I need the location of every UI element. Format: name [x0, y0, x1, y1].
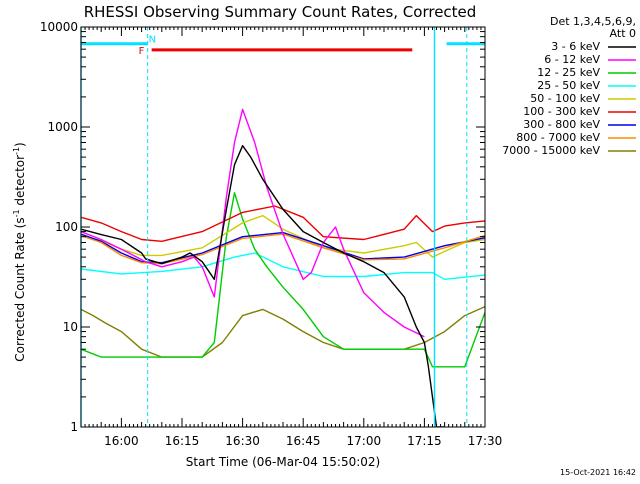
series-line-3-6-kev [81, 145, 445, 427]
y-axis-label-sup2: -1 [12, 147, 21, 155]
y-axis-label-part3: ) [13, 142, 27, 147]
axes-layer: 16:00 16:15 16:30 16:45 17:00 17:15 17:30 1 10 10… [40, 20, 502, 448]
night-flag-label: N [149, 35, 156, 46]
y-axis-label: Corrected Count Rate (s-1 detector-1) [12, 142, 27, 361]
y-tick-label-100: 100 [55, 220, 78, 234]
series-line-50-100-kev [81, 214, 485, 258]
timestamp: 15-Oct-2021 16:42 [560, 468, 636, 477]
x-tick-label-1630: 16:30 [225, 434, 260, 448]
x-axis-label: Start Time (06-Mar-04 15:50:02) [186, 455, 380, 469]
series-line-6-12-kev [81, 108, 425, 338]
x-tick-label-1615: 16:15 [165, 434, 200, 448]
legend-label-100-300-kev: 100 - 300 keV [523, 105, 600, 118]
legend-label-800-7000-kev: 800 - 7000 keV [516, 131, 600, 144]
x-tick-label-1645: 16:45 [286, 434, 321, 448]
series-line-100-300-kev [81, 205, 485, 242]
legend-label-12-25-kev: 12 - 25 keV [537, 66, 600, 79]
y-tick-label-1000: 1000 [47, 120, 78, 134]
y-tick-label-10000: 10000 [40, 20, 78, 34]
x-tick-label-1700: 17:00 [347, 434, 382, 448]
legend-label-3-6-kev: 3 - 6 keV [551, 40, 600, 53]
series-line-25-50-kev [81, 252, 485, 280]
plot-content [81, 108, 485, 427]
x-tick-label-1715: 17:15 [407, 434, 442, 448]
chart-title: RHESSI Observing Summary Count Rates, Co… [84, 3, 477, 21]
legend-header-line-1: Det 1,3,4,5,6,9, [550, 15, 636, 28]
legend-header-line-2: Att 0 [610, 27, 636, 40]
series-line-800-7000-kev [81, 233, 485, 265]
legend-label-6-12-kev: 6 - 12 keV [544, 53, 600, 66]
y-axis-label-sup1: -1 [12, 209, 21, 217]
legend-label-50-100-kev: 50 - 100 keV [530, 92, 600, 105]
x-tick-label-1730: 17:30 [468, 434, 503, 448]
y-tick-label-10: 10 [63, 320, 78, 334]
series-line-300-800-kev [81, 231, 485, 264]
series-line-7000-15000-kev [81, 305, 485, 358]
series-group [81, 108, 485, 427]
legend-label-25-50-kev: 25 - 50 keV [537, 79, 600, 92]
y-axis-label-part1: Corrected Count Rate (s [13, 217, 27, 361]
flare-flag-label: F [139, 46, 145, 57]
y-tick-label-1: 1 [70, 420, 78, 434]
legend-label-7000-15000-kev: 7000 - 15000 keV [502, 144, 600, 157]
y-axis-label-part2: detector [13, 155, 27, 210]
legend-label-300-800-kev: 300 - 800 keV [523, 118, 600, 131]
x-tick-label-1600: 16:00 [104, 434, 139, 448]
